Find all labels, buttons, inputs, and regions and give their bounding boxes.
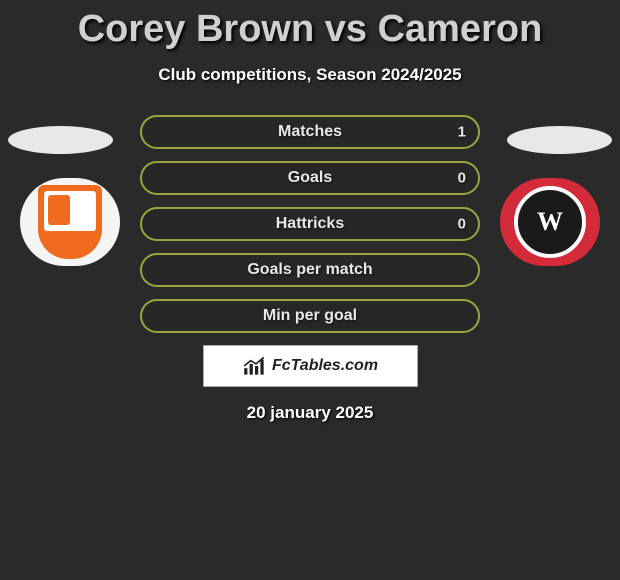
stat-value-right: 0 [458,170,466,187]
brand-box: FcTables.com [203,345,418,387]
page-title: Corey Brown vs Cameron [0,0,620,51]
player-left-ellipse [8,126,113,154]
stat-bar: Goals 0 [140,161,480,195]
player-right-ellipse [507,126,612,154]
stat-label: Matches [142,123,478,141]
club-badge-left [20,178,120,266]
stat-bar: Min per goal [140,299,480,333]
stat-bar: Hattricks 0 [140,207,480,241]
club-left-shield-icon [38,185,102,259]
stat-label: Goals [142,169,478,187]
chart-icon [242,355,268,377]
club-right-ring-icon: W [514,186,586,258]
brand-text: FcTables.com [272,357,378,375]
stat-label: Hattricks [142,215,478,233]
stat-label: Goals per match [142,261,478,279]
stat-value-right: 1 [458,124,466,141]
club-right-initial: W [537,207,563,237]
stat-bar: Goals per match [140,253,480,287]
stat-value-right: 0 [458,216,466,233]
date-text: 20 january 2025 [0,403,620,423]
stat-bar: Matches 1 [140,115,480,149]
subtitle: Club competitions, Season 2024/2025 [0,65,620,85]
stat-label: Min per goal [142,307,478,325]
stats-bars: Matches 1 Goals 0 Hattricks 0 Goals per … [140,115,480,333]
club-badge-right: W [500,178,600,266]
